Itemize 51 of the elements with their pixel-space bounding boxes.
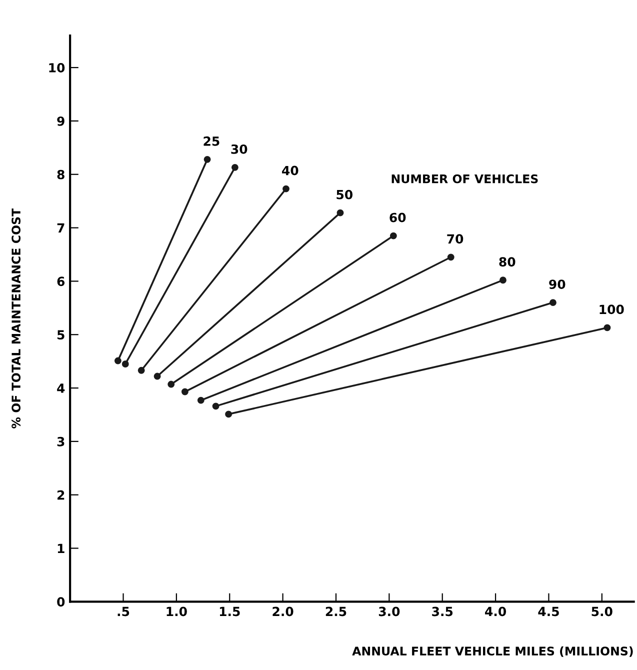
point [282, 185, 290, 192]
y-tick-label: 7 [57, 223, 64, 233]
x-tick-label: 3.5 [432, 606, 453, 616]
y-tick-label: 4 [57, 384, 65, 393]
y-tick-label: 6 [57, 276, 65, 286]
x-tick-label: .5 [118, 606, 130, 616]
point [114, 357, 122, 364]
y-axis-title: % OF TOTAL MAINTENANCE COST [12, 208, 21, 428]
x-tick-label: 2.5 [326, 606, 346, 616]
point [225, 410, 232, 418]
x-tick-label: 3.0 [378, 606, 400, 616]
point [550, 299, 556, 306]
y-tick-label: 9 [57, 116, 64, 126]
point [390, 232, 397, 240]
point [204, 156, 211, 163]
point [138, 366, 145, 374]
point [212, 402, 220, 410]
x-tick-label: 4.5 [538, 606, 559, 616]
x-axis-title: ANNUAL FLEET VEHICLE MILES (MILLIONS) [352, 646, 633, 657]
series-label: 90 [549, 280, 566, 290]
point [154, 372, 161, 380]
series-label: 50 [336, 190, 353, 200]
y-tick-label: 8 [57, 170, 64, 180]
x-tick-label: 2.0 [272, 606, 294, 616]
point [500, 276, 506, 284]
y-tick-label: 2 [58, 490, 64, 500]
series-label: 100 [600, 304, 624, 314]
x-tick-label: 5.0 [592, 606, 612, 616]
annotation: NUMBER OF VEHICLES [392, 174, 538, 184]
y-tick-label: 10 [49, 63, 65, 72]
y-tick-label: 1 [58, 544, 64, 553]
y-tick-label: 3 [57, 436, 64, 446]
series-label: 30 [231, 144, 248, 154]
point [231, 164, 238, 171]
point [197, 396, 204, 404]
x-tick-label: 1.5 [220, 606, 240, 616]
x-tick-label: 4.0 [485, 606, 506, 616]
series-label: 80 [499, 257, 516, 267]
point [181, 388, 188, 396]
y-tick-label: 5 [57, 330, 64, 340]
series-label: 60 [390, 212, 406, 222]
series-label: 40 [282, 166, 298, 176]
point [336, 209, 344, 216]
point [604, 324, 611, 332]
point [447, 254, 454, 261]
y-tick-label: 0 [57, 597, 65, 607]
point [122, 360, 129, 368]
series-label: 70 [447, 234, 464, 244]
point [168, 380, 175, 388]
series-label: 25 [204, 136, 220, 146]
x-tick-label: 1.0 [166, 606, 187, 616]
